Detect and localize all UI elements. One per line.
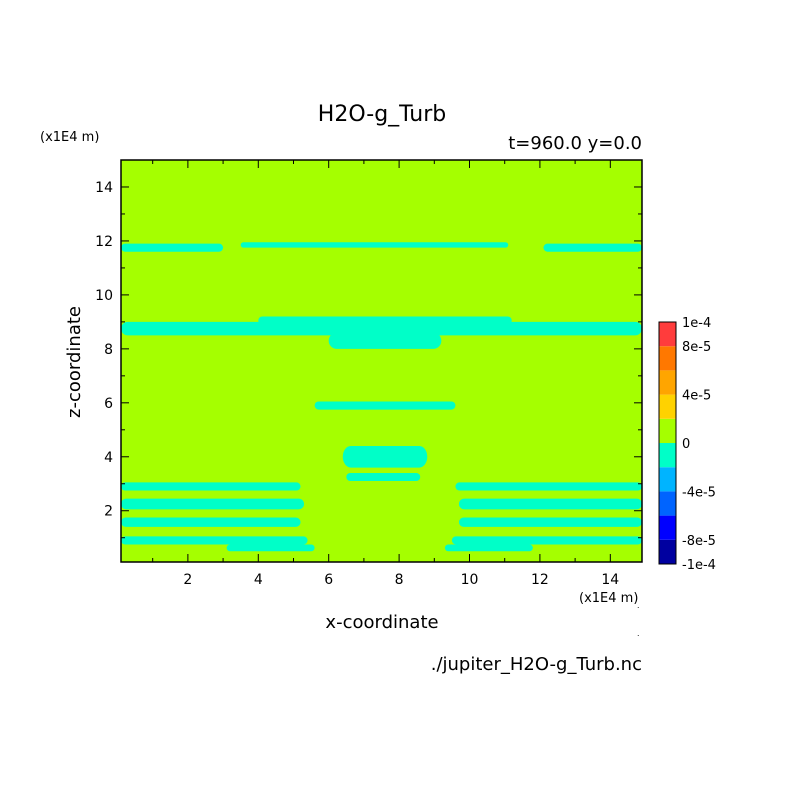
colorbar-label: 8e-5	[682, 340, 711, 355]
y-tick-label: 4	[104, 450, 113, 466]
x-tick-label: 4	[254, 572, 263, 588]
colorbar-label: -8e-5	[682, 534, 716, 549]
contour-region	[121, 243, 224, 252]
plot-background	[121, 160, 642, 562]
x-tick-label: 10	[461, 572, 479, 588]
chart-title: H2O-g_Turb	[318, 102, 446, 127]
colorbar-label: -1e-4	[682, 558, 716, 573]
colorbar-swatch	[659, 418, 676, 443]
colorbar-label: 4e-5	[682, 389, 711, 404]
contour-region	[121, 498, 305, 510]
x-tick-label: 8	[395, 572, 404, 588]
colorbar-swatch	[659, 467, 676, 492]
x-tick-label: 12	[531, 572, 549, 588]
axes: 2 4 6 8 10 12 14 2 4 6 8 10 12 14	[95, 160, 642, 588]
contour-region	[328, 332, 442, 349]
contour-region	[121, 536, 308, 545]
contour-region	[342, 445, 428, 468]
contour-region	[121, 517, 301, 527]
colorbar-swatch	[659, 491, 676, 516]
y-tick-label: 2	[104, 504, 113, 520]
chart-subtitle: t=960.0 y=0.0	[508, 133, 642, 154]
x-tick-label: 2	[183, 572, 192, 588]
source-file-label: ./jupiter_H2O-g_Turb.nc	[431, 654, 642, 675]
x-tick-label: 6	[324, 572, 333, 588]
x-tick-label: 14	[601, 572, 619, 588]
contour-region	[458, 498, 642, 510]
colorbar-swatch	[659, 346, 676, 371]
contour-region	[258, 316, 512, 325]
contour-region	[444, 544, 533, 552]
y-tick-label: 8	[104, 342, 113, 358]
colorbar-swatch	[659, 539, 676, 564]
colorbar-label: -4e-5	[682, 485, 716, 500]
contour-region	[346, 472, 421, 482]
y-unit-label: (x1E4 m)	[40, 130, 99, 145]
plot-frame	[120, 159, 643, 563]
contour-region	[455, 482, 642, 491]
colorbar-swatch	[659, 322, 676, 347]
x-unit-label: (x1E4 m)	[579, 591, 638, 606]
plot-area	[120, 159, 643, 563]
tick-mark-dot: ˙	[636, 635, 641, 645]
x-axis-label: x-coordinate	[325, 612, 438, 633]
colorbar-label: 1e-4	[682, 316, 711, 331]
colorbar-swatch	[659, 443, 676, 468]
colorbar-swatch	[659, 515, 676, 540]
y-tick-label: 12	[95, 234, 113, 250]
colorbar-label: 0	[682, 437, 690, 452]
y-tick-label: 10	[95, 288, 113, 304]
contour-region	[240, 242, 509, 248]
y-axis-label: z-coordinate	[64, 306, 85, 418]
contour-region	[458, 517, 642, 527]
tick-mark-dot: ˙	[636, 607, 641, 617]
contour-region	[121, 482, 301, 491]
y-tick-label: 14	[95, 180, 113, 196]
contour-region	[314, 401, 456, 410]
contour-region	[451, 536, 642, 545]
colorbar: -1e-4 -8e-5 -4e-5 0 4e-5 8e-5 1e-4	[658, 316, 716, 573]
contour-region	[226, 544, 315, 552]
colorbar-swatch	[659, 394, 676, 419]
colorbar-swatch	[659, 370, 676, 395]
contour-region	[121, 321, 642, 336]
y-tick-label: 6	[104, 396, 113, 412]
colorbar-frame	[658, 321, 677, 565]
contour-region	[543, 243, 642, 252]
